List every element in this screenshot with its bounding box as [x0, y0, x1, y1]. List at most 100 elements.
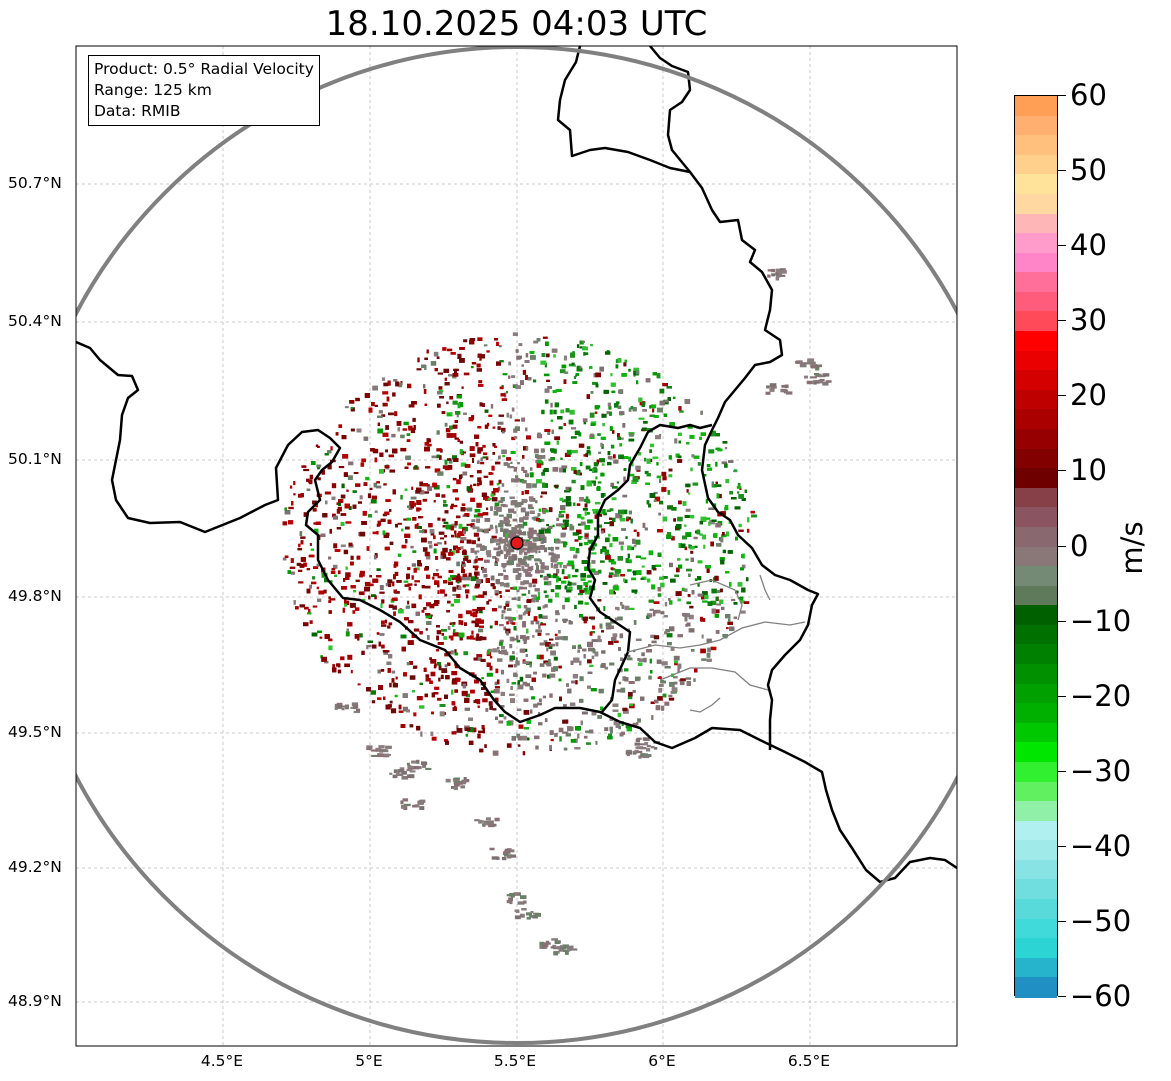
- velocity-echo: [463, 339, 468, 343]
- velocity-echo: [661, 471, 667, 477]
- velocity-echo: [527, 504, 533, 509]
- velocity-echo: [553, 354, 556, 358]
- velocity-echo: [529, 663, 532, 668]
- velocity-echo: [582, 507, 588, 511]
- velocity-echo: [434, 663, 437, 667]
- velocity-echo: [684, 616, 688, 622]
- velocity-echo: [450, 650, 454, 655]
- velocity-echo: [437, 575, 442, 579]
- velocity-echo: [453, 545, 458, 549]
- velocity-echo: [416, 368, 422, 371]
- velocity-echo: [569, 702, 576, 707]
- velocity-echo: [700, 410, 703, 415]
- velocity-echo: [627, 694, 633, 700]
- velocity-echo: [623, 578, 626, 582]
- velocity-echo: [437, 642, 444, 645]
- velocity-echo: [697, 582, 700, 587]
- velocity-echo: [477, 477, 482, 482]
- velocity-echo: [554, 554, 560, 559]
- velocity-echo: [523, 698, 529, 702]
- velocity-echo: [711, 481, 714, 487]
- velocity-echo: [601, 463, 605, 466]
- velocity-echo: [531, 531, 537, 535]
- velocity-echo: [627, 553, 630, 559]
- velocity-echo: [710, 541, 714, 547]
- velocity-echo: [444, 593, 448, 597]
- velocity-echo: [500, 549, 503, 554]
- velocity-echo: [574, 539, 579, 542]
- velocity-echo: [289, 566, 296, 569]
- velocity-echo: [583, 454, 587, 457]
- velocity-echo: [508, 549, 512, 553]
- velocity-echo: [550, 546, 554, 552]
- velocity-echo: [383, 534, 389, 538]
- velocity-echo: [615, 359, 619, 364]
- velocity-echo: [389, 469, 396, 473]
- velocity-echo: [526, 628, 529, 634]
- velocity-echo: [593, 482, 596, 486]
- velocity-echo: [313, 566, 319, 569]
- velocity-echo: [470, 576, 476, 582]
- velocity-echo: [350, 669, 353, 674]
- velocity-echo: [591, 560, 596, 564]
- velocity-echo: [488, 599, 492, 602]
- velocity-echo: [343, 578, 346, 582]
- velocity-echo: [747, 517, 750, 523]
- velocity-echo: [447, 464, 453, 470]
- velocity-echo: [668, 694, 673, 697]
- velocity-echo: [440, 674, 444, 679]
- velocity-echo: [641, 402, 645, 407]
- velocity-echo: [506, 608, 512, 611]
- velocity-echo: [674, 574, 679, 577]
- velocity-echo: [520, 549, 525, 553]
- velocity-echo: [559, 514, 563, 517]
- velocity-echo: [462, 471, 468, 476]
- velocity-echo: [329, 598, 336, 601]
- velocity-echo: [673, 518, 676, 522]
- velocity-echo: [477, 447, 483, 452]
- velocity-echo: [352, 610, 356, 614]
- velocity-echo: [540, 623, 546, 626]
- velocity-echo: [562, 636, 568, 641]
- velocity-echo: [425, 674, 430, 678]
- velocity-echo: [332, 564, 338, 569]
- velocity-echo: [414, 465, 418, 470]
- velocity-echo: [503, 490, 509, 493]
- velocity-echo: [611, 637, 617, 641]
- velocity-echo: [391, 433, 396, 438]
- velocity-echo: [577, 523, 583, 526]
- velocity-echo: [720, 511, 726, 516]
- velocity-echo: [562, 499, 565, 503]
- velocity-echo: [423, 384, 426, 389]
- velocity-echo: [474, 576, 479, 581]
- velocity-echo: [521, 480, 527, 484]
- velocity-echo: [444, 653, 451, 657]
- velocity-echo: [538, 519, 542, 523]
- velocity-echo: [348, 506, 352, 510]
- velocity-echo: [498, 523, 504, 528]
- velocity-echo: [565, 501, 572, 507]
- velocity-echo: [522, 561, 527, 565]
- velocity-echo: [543, 373, 550, 377]
- velocity-echo: [336, 509, 340, 514]
- velocity-echo: [345, 566, 348, 570]
- velocity-echo: [500, 527, 504, 532]
- velocity-echo: [597, 524, 602, 528]
- velocity-echo: [471, 519, 476, 523]
- velocity-echo: [628, 473, 635, 477]
- velocity-echo: [388, 622, 393, 626]
- velocity-echo: [613, 574, 617, 577]
- velocity-echo: [566, 589, 572, 593]
- velocity-echo: [663, 615, 668, 618]
- velocity-echo: [580, 516, 585, 520]
- velocity-echo: [466, 514, 470, 517]
- velocity-echo: [386, 661, 392, 665]
- velocity-echo: [493, 488, 499, 493]
- velocity-echo: [535, 596, 540, 600]
- velocity-echo: [482, 403, 485, 407]
- velocity-echo: [539, 698, 542, 702]
- velocity-echo: [376, 575, 382, 578]
- velocity-echo: [510, 451, 516, 454]
- velocity-echo: [571, 582, 577, 586]
- velocity-echo: [648, 644, 652, 647]
